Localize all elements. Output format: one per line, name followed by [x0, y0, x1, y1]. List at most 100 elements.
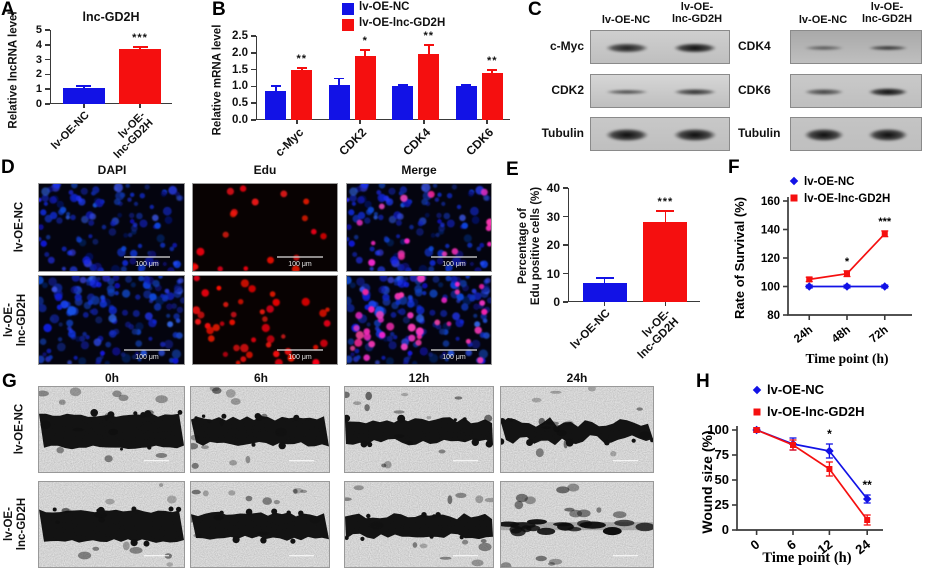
- protein-band: [863, 44, 913, 52]
- svg-text:lv-OE-NC: lv-OE-NC: [804, 176, 854, 188]
- protein-band: [799, 45, 849, 51]
- blot-right-col-header-nc: lv-OE-NC: [798, 14, 848, 26]
- scale-bar-label: 100 μm: [442, 354, 466, 361]
- plot-area: 0.0 0.5 1.0 1.5 2.0 2.5 ** * ** ** c-Myc CDK2 CDK4 CD…: [232, 30, 510, 159]
- row-label-gd2h: lv-OE- lnc-GD2H: [3, 293, 28, 347]
- protein-band: [668, 42, 722, 54]
- svg-text:Time point (h): Time point (h): [805, 351, 888, 366]
- y-tick: [563, 272, 568, 275]
- wound-gap: [345, 513, 493, 540]
- panel-f-letter: F: [728, 157, 740, 178]
- col-header-dapi: DAPI: [97, 163, 127, 177]
- svg-text:80: 80: [767, 310, 780, 322]
- wound-image-nc-0h: [38, 386, 185, 473]
- wound-image-gd2h-6h: [190, 481, 330, 568]
- svg-text:Time point (h): Time point (h): [762, 550, 851, 566]
- error-cap: [461, 84, 472, 86]
- bar: [481, 72, 503, 120]
- bar: [392, 86, 414, 120]
- y-tick-label: 0.0: [232, 114, 248, 126]
- blot-label-tubulin-right: Tubulin: [738, 126, 781, 140]
- significance: ***: [657, 195, 674, 208]
- wound-image-gd2h-24h: [500, 481, 654, 568]
- error-bar: [491, 70, 494, 73]
- bar: [119, 49, 162, 104]
- y-tick-label: 1.5: [232, 63, 248, 76]
- legend-label: lv-OE-lnc-GD2H: [359, 17, 446, 29]
- legend-swatch: [342, 3, 354, 15]
- wound-gap-remnant: [579, 521, 606, 529]
- scale-bar-label: 100 μm: [135, 261, 159, 268]
- error-bar: [274, 86, 277, 92]
- svg-text:lv-OE-lnc-GD2H: lv-OE-lnc-GD2H: [767, 404, 865, 419]
- wound-image-nc-24h: [500, 386, 654, 473]
- y-tick-label: 1: [35, 83, 42, 96]
- y-tick-label: 2.5: [232, 30, 248, 42]
- y-tick: [45, 44, 50, 46]
- svg-text:0: 0: [722, 522, 729, 537]
- wound-gap: [191, 511, 329, 541]
- panel-d: D DAPI Edu Merge lv-OE-NC lv-OE- lnc-GD2…: [0, 156, 530, 372]
- bar: [328, 84, 350, 120]
- fluorescence-image-merge-nc: 100 μm: [346, 183, 492, 272]
- error-cap: [397, 83, 408, 86]
- y-tick-label: 4: [35, 38, 42, 51]
- error-bar: [338, 78, 341, 85]
- y-axis-label: Relative lncRNA level: [7, 11, 20, 129]
- error-cap: [656, 209, 675, 212]
- y-tick-label: 40: [546, 181, 560, 195]
- svg-text:Rate of Survival (%): Rate of Survival (%): [732, 197, 747, 319]
- panel-h-letter: H: [696, 371, 710, 392]
- wound-micrograph: [501, 387, 653, 472]
- error-cap: [270, 85, 281, 88]
- scale-bar: [289, 460, 314, 462]
- bar: [643, 222, 688, 302]
- blot-box-tubulin: [790, 117, 922, 151]
- merge-micrograph: 100 μm: [347, 276, 491, 364]
- y-tick-label: 3: [35, 53, 42, 66]
- protein-band: [600, 126, 654, 144]
- chart-title: lnc-GD2H: [82, 10, 140, 24]
- y-tick-label: 10: [546, 266, 560, 281]
- bar: [455, 86, 477, 120]
- wound-micrograph: [39, 387, 184, 472]
- fluorescence-image-edu-nc: 100 μm: [192, 183, 338, 272]
- panel-c: C lv-OE-NC lv-OE- lnc-GD2H c-Myc CDK2 Tu…: [526, 0, 926, 155]
- y-tick: [251, 68, 256, 71]
- significance: *: [362, 35, 368, 48]
- wound-micrograph: [191, 482, 329, 567]
- blot-box-cdk2: [590, 74, 730, 108]
- wound-micrograph: [345, 482, 493, 567]
- scale-bar-label: 100 μm: [442, 261, 466, 268]
- col-header-6h: 6h: [253, 371, 268, 385]
- wound-gap: [191, 416, 329, 447]
- y-tick: [251, 119, 256, 121]
- svg-text:120: 120: [761, 253, 780, 265]
- y-tick: [45, 58, 50, 61]
- bar: [354, 56, 376, 120]
- svg-text:140: 140: [761, 225, 780, 237]
- row-label-nc: lv-OE-NC: [13, 201, 26, 253]
- svg-text:75: 75: [715, 447, 729, 462]
- panel-h: H 0 25 50 75 100 0 6 12 24 * ** lv-OE-NC lv-OE-lnc-G…: [660, 372, 926, 572]
- fluorescence-image-dapi-nc: 100 μm: [38, 183, 185, 272]
- row-label-gd2h: lv-OE- lnc-GD2H: [3, 497, 28, 551]
- y-tick: [563, 301, 568, 303]
- panel-e-letter: E: [506, 159, 519, 180]
- svg-text:Wound size (%): Wound size (%): [699, 430, 715, 533]
- bar: [62, 87, 105, 104]
- wound-gap: [501, 417, 653, 446]
- wound-image-nc-6h: [190, 386, 330, 473]
- blot-box-cdk6: [790, 74, 922, 108]
- panel-a: A Relative lncRNA level lnc-GD2H 0 1 2 3 4 5 ***…: [0, 0, 208, 161]
- y-tick: [45, 29, 50, 31]
- svg-text:24: 24: [852, 536, 873, 557]
- svg-text:72h: 72h: [868, 324, 891, 346]
- y-tick: [563, 244, 568, 246]
- line-chart-holder: 0 25 50 75 100 0 6 12 24 * ** lv-OE-NC lv-OE-lnc-GD2…: [660, 372, 926, 572]
- panel-c-letter: C: [528, 0, 542, 20]
- plot-area: 0 1 2 3 4 5 *** lv-OE-NC lv-OE- lnc-GD2H: [36, 24, 172, 161]
- error-bar: [664, 210, 667, 223]
